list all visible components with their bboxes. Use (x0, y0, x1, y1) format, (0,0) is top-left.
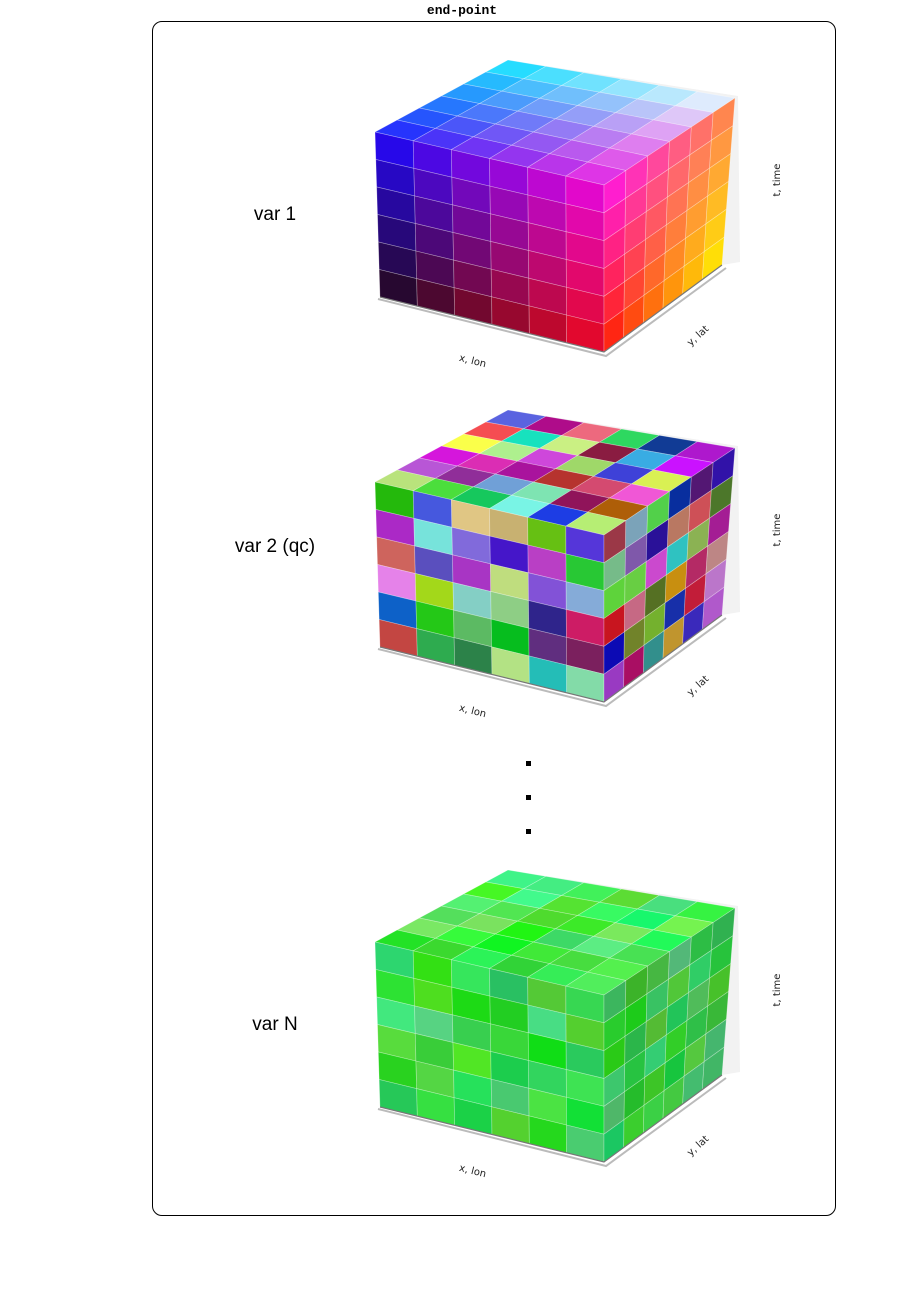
endpoint-frame (152, 21, 836, 1216)
diagram-title: end-point (426, 3, 498, 18)
cube-floor-edge (379, 1074, 723, 1163)
t-axis-label: t, time (772, 974, 783, 1007)
cube-floor-edge (379, 264, 723, 353)
cube-floor-edge (377, 1077, 727, 1168)
cube-floor-edge (377, 617, 727, 708)
ellipsis-dot (526, 761, 531, 766)
x-axis-label: x, lon (458, 1163, 487, 1180)
cube-floor-edge (379, 614, 723, 703)
panel-2-label: var 2 (qc) (234, 536, 316, 557)
ellipsis-dot (526, 795, 531, 800)
t-axis-label: t, time (772, 164, 783, 197)
panel-n-label: var N (252, 1014, 298, 1035)
t-axis-label: t, time (772, 514, 783, 547)
ellipsis-dot (526, 829, 531, 834)
cube-floor-edge (377, 267, 727, 358)
panel-1-label: var 1 (253, 204, 297, 225)
y-axis-label: y, lat (685, 1134, 711, 1159)
